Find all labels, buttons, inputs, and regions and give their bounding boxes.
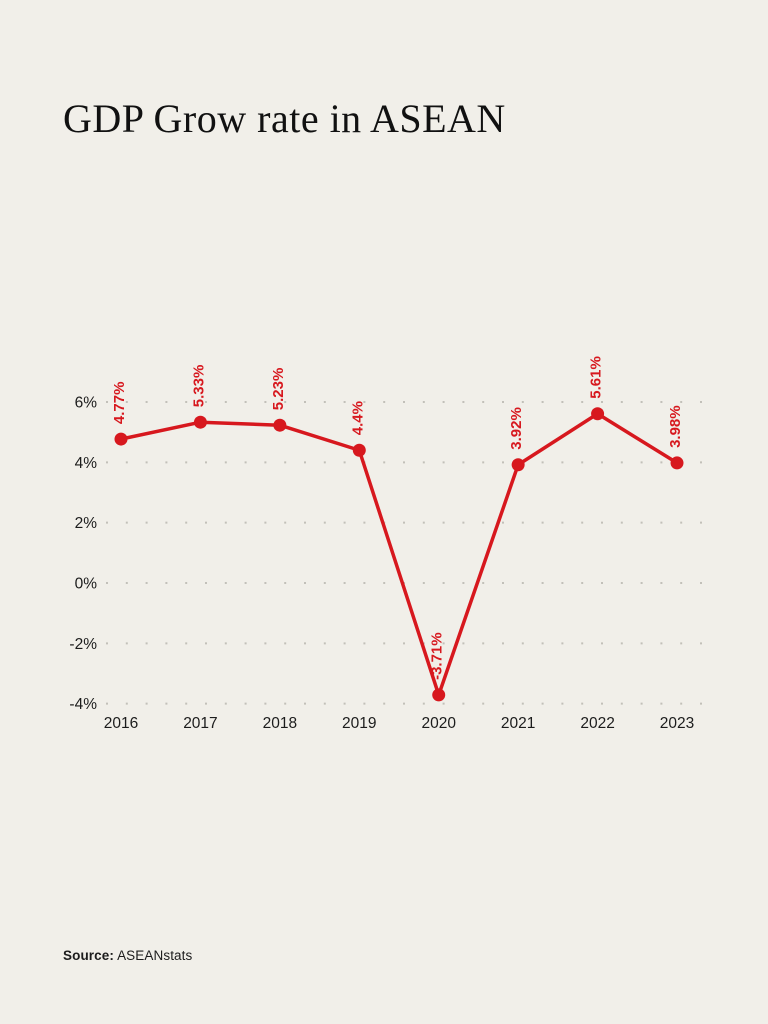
data-point bbox=[114, 432, 128, 446]
data-point-label: 4.77% bbox=[111, 382, 128, 425]
source-value: ASEANstats bbox=[113, 948, 193, 963]
data-point bbox=[591, 407, 605, 421]
x-tick-label: 2017 bbox=[183, 715, 217, 732]
y-tick-label: 4% bbox=[75, 455, 98, 472]
data-point bbox=[432, 688, 446, 702]
source-note: Source: ASEANstats bbox=[63, 948, 192, 963]
data-point bbox=[273, 418, 287, 432]
data-point-label: 5.61% bbox=[588, 356, 605, 399]
y-tick-label: 0% bbox=[75, 576, 98, 593]
page-title: GDP Grow rate in ASEAN bbox=[63, 96, 506, 141]
series-line bbox=[119, 411, 679, 697]
data-point-label: 5.33% bbox=[190, 365, 207, 408]
y-tick-label: 2% bbox=[75, 515, 98, 532]
source-label: Source: bbox=[63, 948, 114, 963]
data-point bbox=[511, 458, 525, 472]
x-tick-label: 2018 bbox=[263, 715, 297, 732]
data-point-label: -3.71% bbox=[429, 632, 446, 680]
data-point-label: 5.23% bbox=[270, 368, 287, 411]
data-point-label: 3.98% bbox=[667, 405, 684, 448]
x-tick-label: 2021 bbox=[501, 715, 535, 732]
x-tick-label: 2023 bbox=[660, 715, 694, 732]
data-point-label: 4.4% bbox=[349, 401, 366, 435]
y-tick-label: -4% bbox=[69, 696, 97, 713]
y-tick-label: 6% bbox=[75, 394, 98, 411]
x-tick-label: 2016 bbox=[104, 715, 138, 732]
x-tick-label: 2019 bbox=[342, 715, 376, 732]
data-point bbox=[352, 443, 366, 457]
data-point bbox=[193, 415, 207, 429]
x-tick-label: 2020 bbox=[421, 715, 456, 732]
data-point-label: 3.92% bbox=[508, 407, 525, 450]
y-tick-label: -2% bbox=[69, 636, 97, 653]
x-tick-label: 2022 bbox=[580, 715, 614, 732]
data-point bbox=[670, 456, 684, 470]
